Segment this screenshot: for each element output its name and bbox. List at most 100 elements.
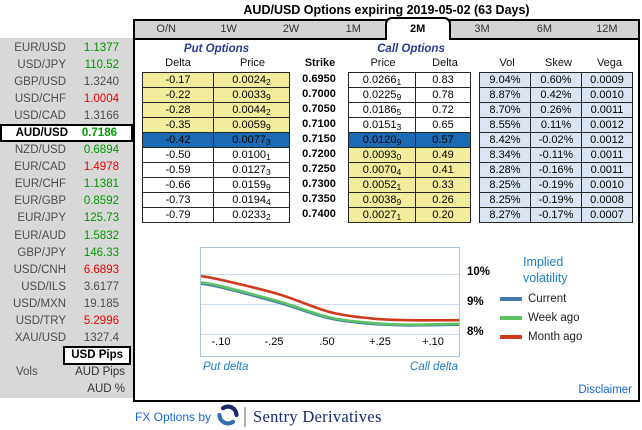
- option-row[interactable]: -0.66 0.01599 0.7300 0.00521 0.33 8.25% …: [142, 177, 638, 193]
- call-delta-cell[interactable]: 0.20: [415, 207, 471, 223]
- pair-row[interactable]: USD/CHF 1.0004: [0, 90, 133, 107]
- option-row[interactable]: -0.50 0.01001 0.7200 0.00930 0.49 8.34% …: [142, 147, 638, 163]
- col-call-delta: Delta: [432, 57, 458, 69]
- footer-branding[interactable]: FX Options by Sentry Derivatives: [135, 404, 382, 429]
- put-delta-cell[interactable]: -0.42: [142, 132, 214, 148]
- pair-row[interactable]: EUR/GBP 0.8592: [0, 193, 133, 210]
- call-price-cell[interactable]: 0.01513: [348, 117, 416, 133]
- mode-usd-pips[interactable]: USD Pips: [63, 345, 131, 365]
- pair-row[interactable]: GBP/USD 1.3240: [0, 73, 133, 90]
- mode-aud-percent[interactable]: AUD %: [87, 383, 125, 396]
- option-row[interactable]: -0.17 0.00242 0.6950 0.02661 0.83 9.04% …: [142, 72, 638, 88]
- pair-row[interactable]: USD/TRY 5.2996: [0, 313, 133, 330]
- put-delta-cell[interactable]: -0.73: [142, 192, 214, 208]
- mode-aud-pips[interactable]: AUD Pips: [75, 366, 125, 379]
- call-price-cell[interactable]: 0.01865: [348, 102, 416, 118]
- pair-row[interactable]: USD/CAD 1.3166: [0, 107, 133, 124]
- pair-row[interactable]: EUR/CHF 1.1381: [0, 176, 133, 193]
- call-delta-cell[interactable]: 0.83: [415, 72, 471, 88]
- put-price-cell[interactable]: 0.00339: [213, 87, 290, 103]
- call-price-cell[interactable]: 0.00389: [348, 192, 416, 208]
- put-delta-cell[interactable]: -0.22: [142, 87, 214, 103]
- option-row[interactable]: -0.28 0.00442 0.7050 0.01865 0.72 8.70% …: [142, 102, 638, 118]
- put-delta-cell[interactable]: -0.66: [142, 177, 214, 193]
- option-row[interactable]: -0.73 0.01944 0.7350 0.00389 0.26 8.25% …: [142, 192, 638, 208]
- put-price-cell[interactable]: 0.01273: [213, 162, 290, 178]
- pair-value: 3.6177: [83, 280, 119, 293]
- option-row[interactable]: -0.79 0.02332 0.7400 0.00271 0.20 8.27% …: [142, 207, 638, 223]
- pair-row[interactable]: USD/CNH 6.6893: [0, 261, 133, 278]
- put-price-cell[interactable]: 0.02332: [213, 207, 290, 223]
- put-price-cell[interactable]: 0.01944: [213, 192, 290, 208]
- strike-cell[interactable]: 0.7250: [302, 163, 336, 175]
- pair-row[interactable]: USD/JPY 110.52: [0, 56, 133, 73]
- call-price-cell[interactable]: 0.02661: [348, 72, 416, 88]
- expiry-tab[interactable]: 2M: [384, 17, 451, 40]
- option-row[interactable]: -0.42 0.00773 0.7150 0.01209 0.57 8.42% …: [142, 132, 638, 148]
- strike-cell[interactable]: 0.7400: [302, 208, 336, 220]
- put-delta-cell[interactable]: -0.28: [142, 102, 214, 118]
- disclaimer-link[interactable]: Disclaimer: [578, 384, 632, 396]
- call-delta-cell[interactable]: 0.41: [415, 162, 471, 178]
- expiry-tab[interactable]: 12M: [596, 23, 618, 35]
- strike-cell[interactable]: 0.7350: [302, 193, 336, 205]
- pair-row[interactable]: NZD/USD 0.6894: [0, 142, 133, 159]
- call-delta-cell[interactable]: 0.65: [415, 117, 471, 133]
- call-delta-cell[interactable]: 0.26: [415, 192, 471, 208]
- put-delta-cell[interactable]: -0.35: [142, 117, 214, 133]
- call-delta-cell[interactable]: 0.72: [415, 102, 471, 118]
- expiry-tab[interactable]: 6M: [536, 23, 553, 35]
- page-title: AUD/USD Options expiring 2019-05-02 (63 …: [243, 3, 530, 17]
- call-delta-cell[interactable]: 0.49: [415, 147, 471, 163]
- option-row[interactable]: -0.22 0.00339 0.7000 0.02259 0.78 8.87% …: [142, 87, 638, 103]
- call-delta-cell[interactable]: 0.78: [415, 87, 471, 103]
- put-price-cell[interactable]: 0.01599: [213, 177, 290, 193]
- expiry-tab[interactable]: 2W: [282, 23, 300, 35]
- put-delta-cell[interactable]: -0.50: [142, 147, 214, 163]
- call-price-cell[interactable]: 0.00271: [348, 207, 416, 223]
- expiry-tab[interactable]: 1W: [220, 23, 237, 35]
- call-price-cell[interactable]: 0.02259: [348, 87, 416, 103]
- put-price-cell[interactable]: 0.00442: [213, 102, 290, 118]
- call-price-cell[interactable]: 0.00704: [348, 162, 416, 178]
- pair-list: EUR/USD 1.1377 USD/JPY 110.52 GBP/USD 1.…: [0, 39, 133, 347]
- call-delta-cell[interactable]: 0.33: [415, 177, 471, 193]
- pair-row[interactable]: XAU/USD 1327.4: [0, 330, 133, 347]
- strike-cell[interactable]: 0.7000: [302, 88, 336, 100]
- pair-value: 1.1381: [83, 178, 119, 191]
- pair-label: EUR/AUD: [14, 229, 66, 242]
- put-delta-cell[interactable]: -0.17: [142, 72, 214, 88]
- expiry-tab[interactable]: 1M: [345, 23, 361, 35]
- put-delta-cell[interactable]: -0.59: [142, 162, 214, 178]
- y-tick: 8%: [467, 326, 484, 338]
- expiry-tab[interactable]: O/N: [156, 23, 176, 35]
- pair-row[interactable]: USD/MXN 19.185: [0, 295, 133, 312]
- pair-row[interactable]: EUR/USD 1.1377: [0, 39, 133, 56]
- put-price-cell[interactable]: 0.00599: [213, 117, 290, 133]
- expiry-tab[interactable]: 3M: [474, 23, 490, 35]
- put-price-cell[interactable]: 0.01001: [213, 147, 290, 163]
- call-price-cell[interactable]: 0.00521: [348, 177, 416, 193]
- strike-cell[interactable]: 0.6950: [302, 73, 336, 85]
- strike-cell[interactable]: 0.7050: [302, 103, 336, 115]
- pair-row[interactable]: EUR/JPY 125.73: [0, 210, 133, 227]
- strike-cell[interactable]: 0.7150: [302, 133, 336, 145]
- skew-cell: 0.42%: [531, 87, 582, 103]
- call-delta-cell[interactable]: 0.57: [415, 132, 471, 148]
- option-row[interactable]: -0.59 0.01273 0.7250 0.00704 0.41 8.28% …: [142, 162, 638, 178]
- strike-cell[interactable]: 0.7200: [302, 148, 336, 160]
- pair-row[interactable]: USD/ILS 3.6177: [0, 278, 133, 295]
- call-price-cell[interactable]: 0.00930: [348, 147, 416, 163]
- strike-cell[interactable]: 0.7100: [302, 118, 336, 130]
- pair-row[interactable]: EUR/CAD 1.4978: [0, 159, 133, 176]
- put-price-cell[interactable]: 0.00773: [213, 132, 290, 148]
- strike-cell[interactable]: 0.7300: [302, 178, 336, 190]
- call-price-cell[interactable]: 0.01209: [348, 132, 416, 148]
- put-price-cell[interactable]: 0.00242: [213, 72, 290, 88]
- pair-row[interactable]: AUD/USD 0.7186: [0, 124, 133, 142]
- option-row[interactable]: -0.35 0.00599 0.7100 0.01513 0.65 8.55% …: [142, 117, 638, 133]
- pair-row[interactable]: GBP/JPY 146.33: [0, 244, 133, 261]
- put-delta-cell[interactable]: -0.79: [142, 207, 214, 223]
- pair-row[interactable]: EUR/AUD 1.5832: [0, 227, 133, 244]
